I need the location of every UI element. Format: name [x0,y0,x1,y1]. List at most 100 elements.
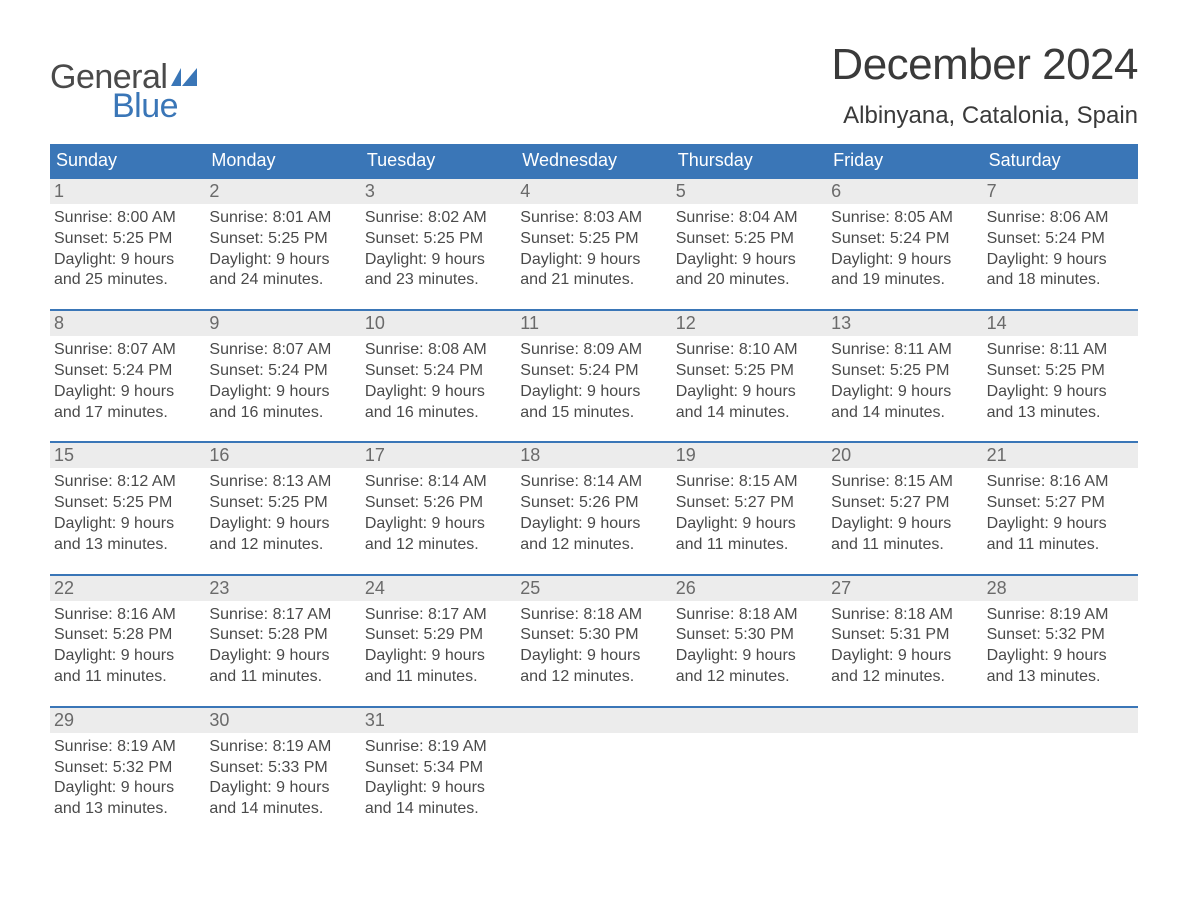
weekday-label: Tuesday [361,144,516,177]
day-cell [983,733,1138,820]
daylight-line-1: Daylight: 9 hours [520,646,667,667]
weeks-container: 1234567Sunrise: 8:00 AMSunset: 5:25 PMDa… [50,177,1138,820]
daylight-line-1: Daylight: 9 hours [209,646,356,667]
logo: General Blue [50,58,197,126]
day-number: 28 [983,576,1138,601]
day-number [983,708,1138,733]
day-number: 29 [50,708,205,733]
daylight-line-1: Daylight: 9 hours [54,778,201,799]
sunrise-line: Sunrise: 8:16 AM [54,605,201,626]
day-number: 2 [205,179,360,204]
daylight-line-1: Daylight: 9 hours [365,250,512,271]
sunset-line: Sunset: 5:25 PM [987,361,1134,382]
day-cell: Sunrise: 8:09 AMSunset: 5:24 PMDaylight:… [516,336,671,423]
day-cell: Sunrise: 8:08 AMSunset: 5:24 PMDaylight:… [361,336,516,423]
day-number: 4 [516,179,671,204]
daylight-line-1: Daylight: 9 hours [676,382,823,403]
day-number: 16 [205,443,360,468]
sunset-line: Sunset: 5:25 PM [209,493,356,514]
sunrise-line: Sunrise: 8:06 AM [987,208,1134,229]
daylight-line-1: Daylight: 9 hours [831,646,978,667]
sunrise-line: Sunrise: 8:19 AM [987,605,1134,626]
sunset-line: Sunset: 5:32 PM [54,758,201,779]
weekday-label: Thursday [672,144,827,177]
sunset-line: Sunset: 5:24 PM [520,361,667,382]
day-cell: Sunrise: 8:17 AMSunset: 5:29 PMDaylight:… [361,601,516,688]
daylight-line-2: and 16 minutes. [365,403,512,424]
daylight-line-1: Daylight: 9 hours [987,382,1134,403]
sunrise-line: Sunrise: 8:00 AM [54,208,201,229]
daylight-line-2: and 13 minutes. [54,535,201,556]
sunrise-line: Sunrise: 8:09 AM [520,340,667,361]
flag-icon [171,68,197,86]
day-cell: Sunrise: 8:18 AMSunset: 5:30 PMDaylight:… [672,601,827,688]
daylight-line-2: and 11 minutes. [987,535,1134,556]
day-number: 6 [827,179,982,204]
day-number: 24 [361,576,516,601]
daylight-line-1: Daylight: 9 hours [520,382,667,403]
day-cell: Sunrise: 8:00 AMSunset: 5:25 PMDaylight:… [50,204,205,291]
daylight-line-1: Daylight: 9 hours [365,382,512,403]
daylight-line-1: Daylight: 9 hours [676,250,823,271]
day-number: 21 [983,443,1138,468]
day-number: 20 [827,443,982,468]
sunrise-line: Sunrise: 8:18 AM [676,605,823,626]
daylight-line-1: Daylight: 9 hours [831,250,978,271]
sunrise-line: Sunrise: 8:15 AM [676,472,823,493]
day-number: 12 [672,311,827,336]
sunrise-line: Sunrise: 8:19 AM [365,737,512,758]
sunset-line: Sunset: 5:24 PM [831,229,978,250]
weekday-header: Sunday Monday Tuesday Wednesday Thursday… [50,144,1138,177]
day-number: 13 [827,311,982,336]
day-number: 27 [827,576,982,601]
sunset-line: Sunset: 5:25 PM [676,361,823,382]
sunset-line: Sunset: 5:27 PM [831,493,978,514]
day-cell [827,733,982,820]
daylight-line-1: Daylight: 9 hours [676,646,823,667]
day-cell: Sunrise: 8:16 AMSunset: 5:27 PMDaylight:… [983,468,1138,555]
daylight-line-2: and 13 minutes. [987,403,1134,424]
day-number: 1 [50,179,205,204]
logo-text-blue: Blue [112,87,197,126]
day-cell: Sunrise: 8:19 AMSunset: 5:32 PMDaylight:… [50,733,205,820]
daylight-line-1: Daylight: 9 hours [54,514,201,535]
day-number: 15 [50,443,205,468]
daylight-line-1: Daylight: 9 hours [831,514,978,535]
daylight-line-1: Daylight: 9 hours [54,250,201,271]
day-number [516,708,671,733]
day-number: 11 [516,311,671,336]
daylight-line-2: and 13 minutes. [987,667,1134,688]
location-subtitle: Albinyana, Catalonia, Spain [831,102,1138,130]
day-number: 8 [50,311,205,336]
day-cell: Sunrise: 8:14 AMSunset: 5:26 PMDaylight:… [516,468,671,555]
sunrise-line: Sunrise: 8:15 AM [831,472,978,493]
sunset-line: Sunset: 5:34 PM [365,758,512,779]
daylight-line-1: Daylight: 9 hours [54,382,201,403]
sunrise-line: Sunrise: 8:13 AM [209,472,356,493]
sunset-line: Sunset: 5:30 PM [676,625,823,646]
day-number: 30 [205,708,360,733]
daylight-line-2: and 11 minutes. [831,535,978,556]
day-number: 7 [983,179,1138,204]
day-number: 23 [205,576,360,601]
day-cell: Sunrise: 8:19 AMSunset: 5:32 PMDaylight:… [983,601,1138,688]
daylight-line-1: Daylight: 9 hours [54,646,201,667]
daylight-line-2: and 18 minutes. [987,270,1134,291]
sunrise-line: Sunrise: 8:03 AM [520,208,667,229]
day-cell: Sunrise: 8:03 AMSunset: 5:25 PMDaylight:… [516,204,671,291]
day-cell: Sunrise: 8:19 AMSunset: 5:34 PMDaylight:… [361,733,516,820]
sunrise-line: Sunrise: 8:18 AM [520,605,667,626]
daylight-line-2: and 12 minutes. [676,667,823,688]
sunrise-line: Sunrise: 8:19 AM [54,737,201,758]
sunset-line: Sunset: 5:24 PM [365,361,512,382]
sunrise-line: Sunrise: 8:02 AM [365,208,512,229]
day-cell: Sunrise: 8:02 AMSunset: 5:25 PMDaylight:… [361,204,516,291]
sunrise-line: Sunrise: 8:14 AM [365,472,512,493]
day-cell [672,733,827,820]
day-number: 9 [205,311,360,336]
sunrise-line: Sunrise: 8:17 AM [209,605,356,626]
daylight-line-2: and 12 minutes. [831,667,978,688]
calendar-week: 15161718192021Sunrise: 8:12 AMSunset: 5:… [50,441,1138,555]
day-cell: Sunrise: 8:01 AMSunset: 5:25 PMDaylight:… [205,204,360,291]
day-cell: Sunrise: 8:15 AMSunset: 5:27 PMDaylight:… [827,468,982,555]
